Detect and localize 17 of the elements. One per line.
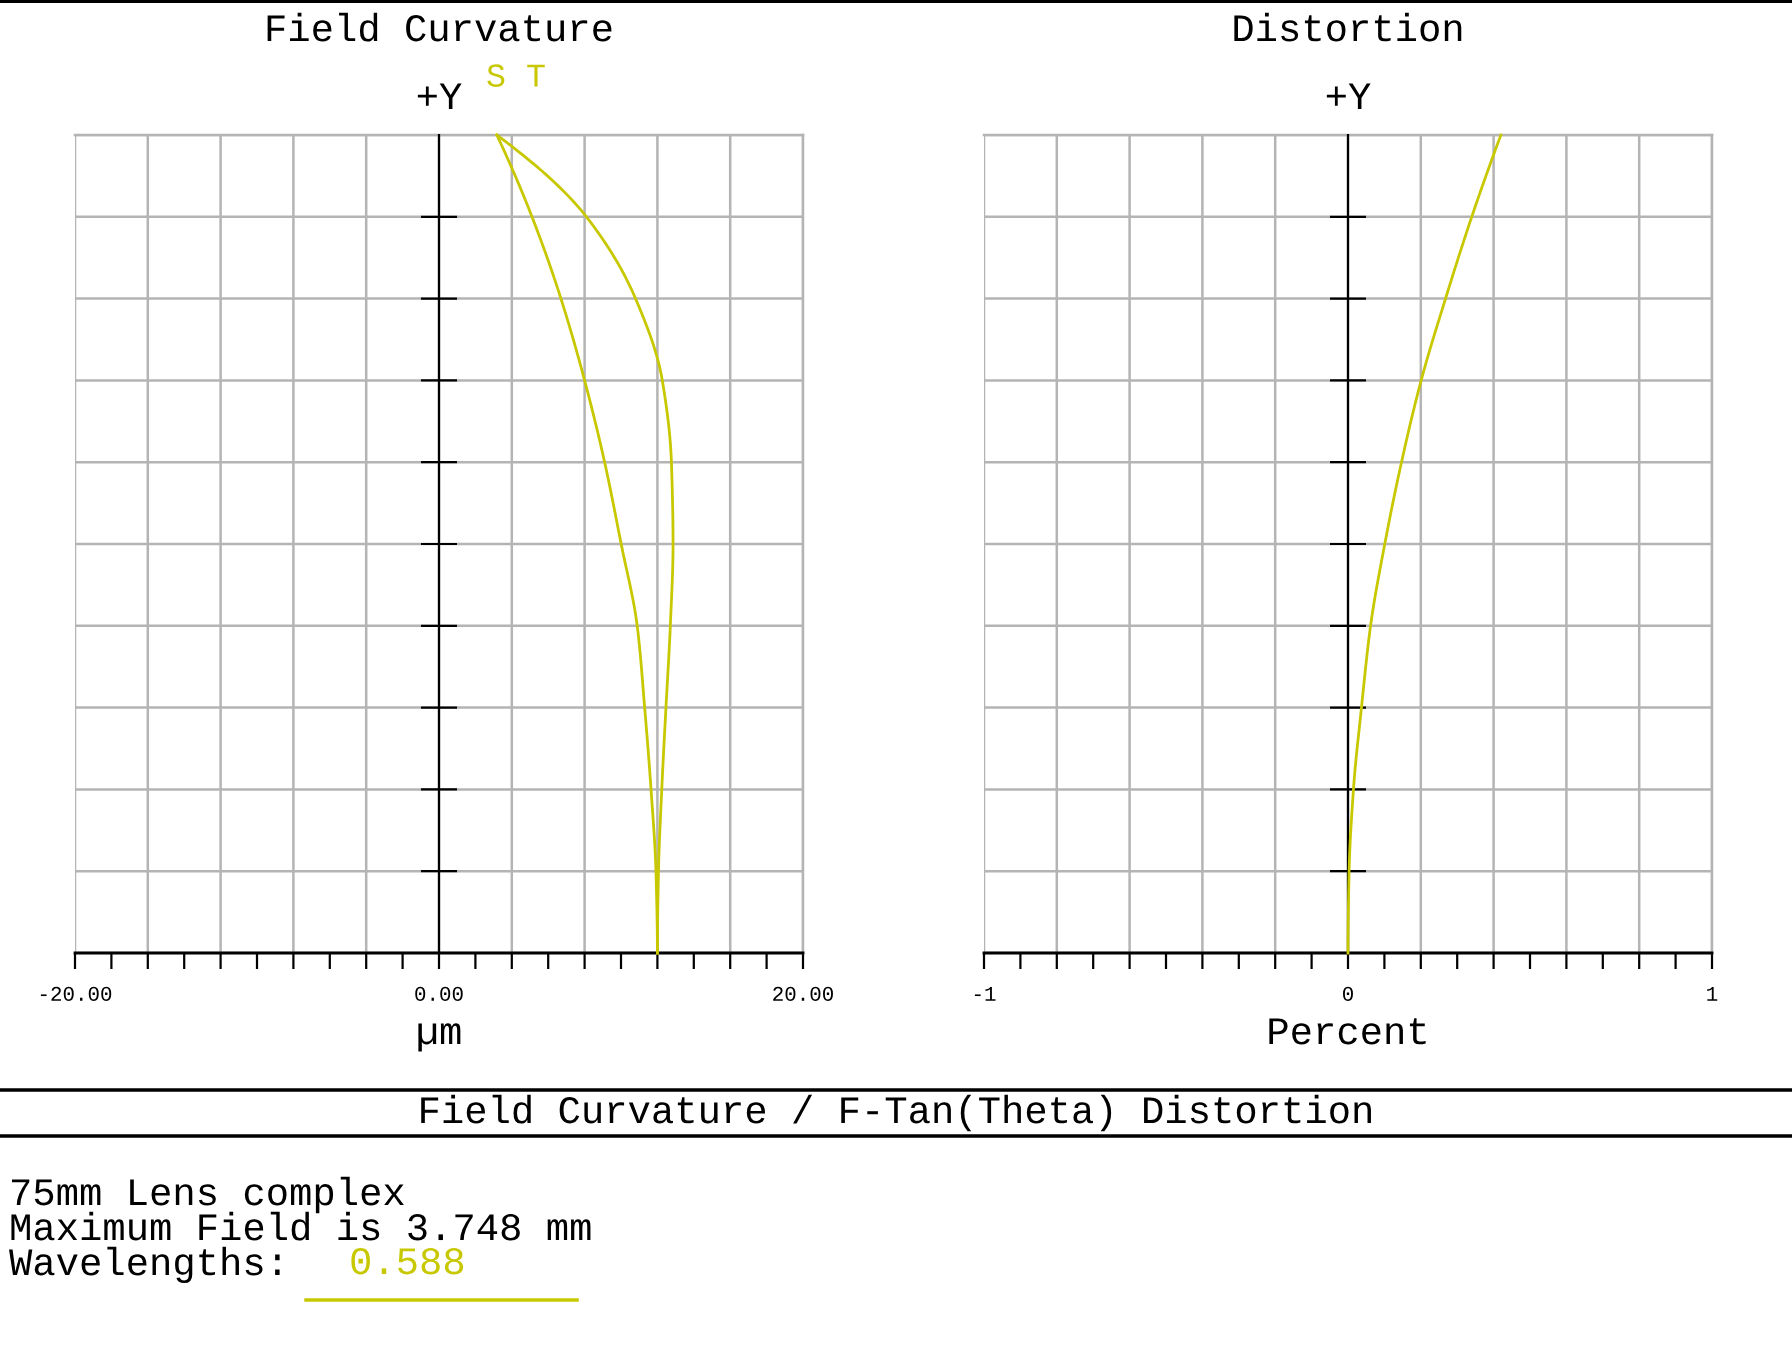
- text: Wavelengths:: [9, 1246, 280, 1284]
- y-axis-title: +Y: [1326, 83, 1371, 110]
- series-label: T: [527, 64, 545, 87]
- text: Field Curvature / F-Tan(Theta) Distortion: [421, 1094, 1371, 1132]
- x-axis-title: µm: [418, 1023, 461, 1052]
- x-tick-label: 1: [1707, 987, 1718, 1001]
- x-tick-label: 0: [1343, 986, 1353, 1001]
- chart-title: Distortion: [1234, 12, 1462, 42]
- x-tick-label: -1: [974, 987, 996, 1001]
- x-tick-label: 0.00: [415, 986, 463, 1001]
- y-axis-title: +Y: [417, 83, 462, 110]
- legend-label: 0.588: [351, 1248, 464, 1275]
- chart-title: Field Curvature: [267, 12, 612, 42]
- series-label: S: [487, 64, 505, 87]
- x-tick-label: -20.00: [40, 986, 112, 1001]
- x-tick-label: 20.00: [773, 986, 833, 1001]
- x-axis-title: Percent: [1269, 1018, 1426, 1045]
